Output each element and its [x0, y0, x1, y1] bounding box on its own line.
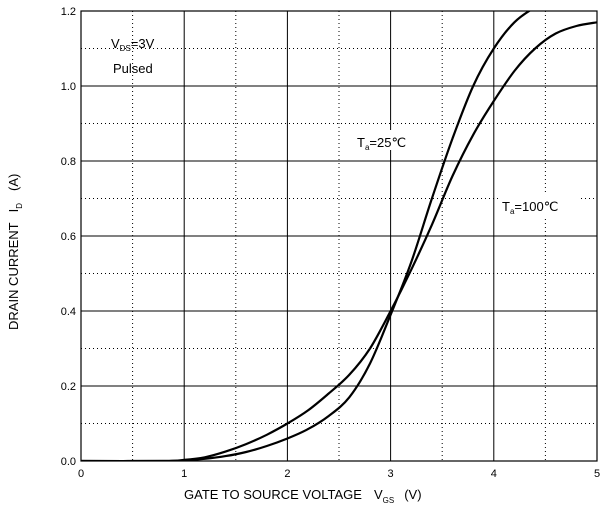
ta25-subscript: a: [365, 143, 370, 152]
tick-labels: 0 1 2 3 4 5 0.0 0.2 0.4 0.6 0.8 1.0 1.2: [61, 6, 600, 480]
series-label-bg-100: [498, 193, 578, 219]
x-tick-label: 4: [491, 468, 497, 480]
curve-ta-25c: [81, 11, 532, 461]
series-label-bg-25: [353, 130, 423, 150]
curves: [81, 11, 597, 461]
y-axis-label-main: DRAIN CURRENT: [6, 222, 21, 330]
ta100-symbol: T: [502, 199, 510, 214]
series-label-100c: Ta=100℃: [502, 199, 558, 216]
x-tick-label: 0: [78, 468, 84, 480]
ta100-value: =100℃: [514, 199, 558, 214]
x-axis-subscript: GS: [383, 496, 395, 505]
vds-value: =3V: [131, 36, 155, 51]
x-axis-unit: (V): [404, 487, 421, 502]
ta25-symbol: T: [357, 135, 365, 150]
x-tick-label: 1: [181, 468, 187, 480]
curve-ta-100c: [81, 21, 597, 461]
vds-subscript: DS: [120, 44, 131, 53]
x-axis-label-main: GATE TO SOURCE VOLTAGE: [184, 487, 362, 502]
series-label-25c: Ta=25℃: [357, 135, 406, 152]
ta25-value: =25℃: [369, 135, 406, 150]
vds-annotation: VDS=3V: [111, 36, 155, 53]
x-tick-label: 2: [284, 468, 290, 480]
y-tick-label: 0.2: [61, 381, 76, 393]
y-tick-label: 1.0: [61, 81, 76, 93]
x-axis-symbol: V: [374, 487, 383, 502]
y-axis-subscript: D: [15, 203, 24, 209]
plot-frame: [80, 10, 598, 462]
ta100-subscript: a: [510, 207, 515, 216]
pulsed-annotation: Pulsed: [113, 61, 153, 76]
grid: [81, 11, 597, 461]
y-tick-label: 0.8: [61, 156, 76, 168]
x-tick-label: 5: [594, 468, 600, 480]
vds-symbol: V: [111, 36, 120, 51]
y-tick-label: 0.4: [61, 306, 76, 318]
x-tick-label: 3: [388, 468, 394, 480]
y-tick-label: 1.2: [61, 6, 76, 18]
y-axis-unit: (A): [6, 174, 21, 191]
y-tick-label: 0.6: [61, 231, 76, 243]
y-axis-label: DRAIN CURRENT ID (A): [6, 174, 24, 330]
x-axis-label: GATE TO SOURCE VOLTAGE VGS (V): [184, 487, 422, 505]
y-axis-symbol: I: [6, 209, 21, 213]
y-tick-label: 0.0: [61, 456, 76, 468]
